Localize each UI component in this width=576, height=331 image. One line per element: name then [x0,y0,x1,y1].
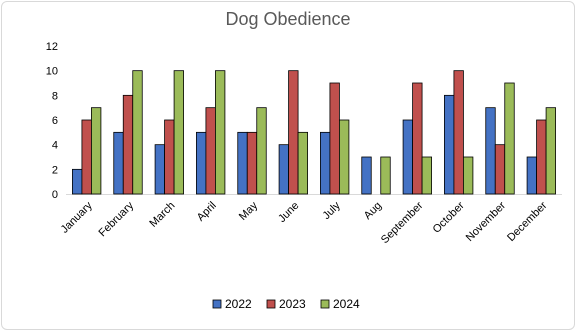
bar [402,119,413,195]
bar [526,156,537,195]
bar [81,119,92,195]
legend-label: 2022 [225,297,252,311]
bar [339,119,350,195]
bar [132,70,143,195]
y-tick-label: 4 [52,140,58,152]
bar [164,119,175,195]
legend-swatch [320,299,330,309]
bar [278,144,289,195]
legend: 2022 2023 2024 [212,297,360,311]
x-tick-label: December [505,199,550,244]
x-tick-label: November [464,199,509,244]
bar [329,82,340,195]
x-tick-label: February [97,199,137,239]
bar [154,144,165,195]
x-tick-label: May [237,199,261,223]
bar [320,131,331,195]
bar [246,131,258,195]
legend-swatch [266,299,276,309]
y-tick-label: 10 [46,66,58,78]
bar [297,131,308,195]
legend-swatch [212,299,222,309]
x-tick-label: September [379,199,426,246]
bar [361,156,372,195]
bar [256,107,267,195]
x-tick-label: October [431,199,467,235]
bar [122,94,134,195]
y-tick-label: 8 [52,90,58,102]
x-tick-label: April [195,200,219,224]
bar [504,82,515,195]
legend-label: 2023 [279,297,306,311]
bar [412,82,423,195]
bar [205,107,216,195]
bar [485,107,496,195]
bar [173,70,184,195]
bar [463,156,474,195]
bar [215,70,226,195]
bar [72,168,83,195]
bars [72,70,556,195]
bar [91,107,102,195]
chart-title: Dog Obedience [225,9,350,29]
x-tick-label: January [59,199,96,236]
bar [380,156,391,195]
bar [444,94,455,195]
x-tick-label: March [147,200,177,230]
bar [288,70,299,195]
bar [494,144,506,195]
bar [196,131,207,195]
bar [453,70,464,195]
bar [113,131,124,195]
legend-label: 2024 [333,297,360,311]
x-tick-label: Aug [362,200,384,222]
y-tick-label: 2 [52,164,58,176]
bar [237,131,248,195]
bar [536,119,547,195]
bar [545,107,556,195]
y-tick-label: 12 [46,41,58,53]
bar [421,156,432,195]
x-tick-label: June [276,200,301,225]
y-tick-label: 0 [52,189,58,201]
y-tick-label: 6 [52,115,58,127]
x-tick-label: July [320,199,343,222]
